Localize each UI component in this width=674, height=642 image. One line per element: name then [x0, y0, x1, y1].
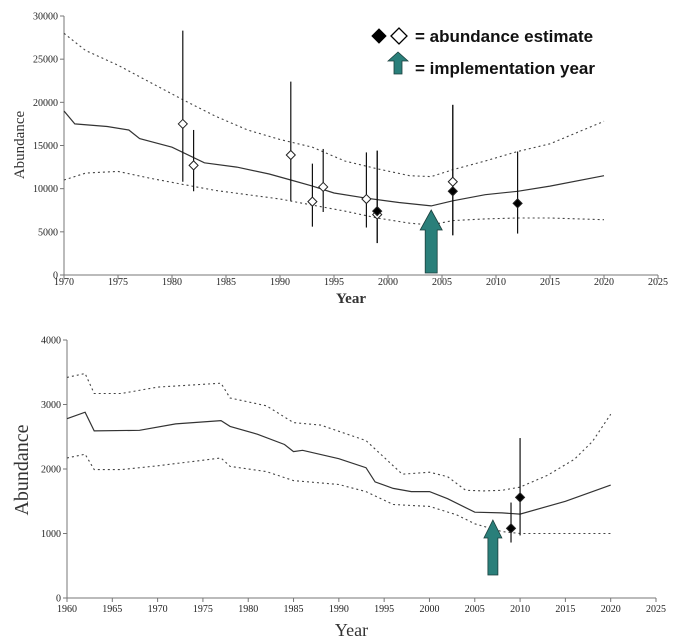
x-tick-label: 1970 [54, 277, 74, 288]
x-tick-label: 1975 [108, 277, 128, 288]
y-tick-label: 4000 [41, 336, 61, 347]
x-tick-label: 1970 [148, 604, 168, 615]
x-tick-label: 1985 [216, 277, 236, 288]
abundance-estimate-open [447, 176, 459, 187]
abundance-estimate-open [285, 149, 297, 161]
x-tick-label: 1960 [57, 604, 77, 615]
x-tick-label: 1980 [238, 604, 258, 615]
open-diamond-icon [390, 27, 408, 45]
y-tick-label: 0 [56, 594, 61, 605]
upper-bound-line [63, 32, 605, 178]
y-axis-label: Abundance [11, 424, 33, 515]
x-tick-label: 2025 [646, 604, 666, 615]
chart-1: 1970 1975 1980 1985 1990 1995 2000 2005 2010 2015… [12, 12, 668, 308]
x-tick-label: 1975 [193, 604, 213, 615]
abundance-estimate-open [188, 160, 199, 171]
x-tick-label: 2010 [486, 277, 506, 288]
x-tick-label: 1985 [284, 604, 304, 615]
x-tick-label: 2000 [378, 277, 398, 288]
abundance-estimate-filled [371, 205, 383, 217]
lower-bound-line [63, 170, 605, 226]
x-tick-label: 1990 [270, 277, 290, 288]
median-line [63, 110, 605, 207]
y-tick-label: 10000 [33, 184, 58, 195]
abundance-estimate-filled [514, 492, 526, 503]
abundance-estimate-open [361, 193, 372, 205]
x-tick-label: 2005 [432, 277, 452, 288]
y-tick-label: 5000 [38, 227, 58, 238]
implementation-arrow [419, 209, 443, 274]
abundance-estimate-filled [512, 198, 523, 209]
x-tick-label: 2000 [419, 604, 439, 615]
abundance-estimate-open [317, 181, 329, 193]
y-tick-label: 3000 [41, 400, 61, 411]
y-tick-label: 1000 [41, 529, 61, 540]
y-axis-label: Abundance [12, 111, 28, 180]
x-tick-label: 2020 [601, 604, 621, 615]
y-tick-label: 30000 [33, 12, 58, 23]
x-tick-label: 2020 [594, 277, 614, 288]
legend-implementation-label: = implementation year [415, 59, 595, 78]
abundance-estimate-filled [505, 523, 517, 534]
upper-bound-line [66, 372, 612, 492]
abundance-estimate-filled [447, 186, 459, 197]
y-tick-label: 2000 [41, 465, 61, 476]
chart-2: 1960 1965 1970 1975 1980 1985 1990 1995 2000 2005… [11, 336, 666, 641]
implementation-arrow [483, 519, 503, 576]
x-tick-label: 2015 [540, 277, 560, 288]
legend-abundance-label: = abundance estimate [415, 27, 593, 46]
legend: = abundance estimate = implementation ye… [371, 27, 595, 78]
x-tick-label: 2015 [555, 604, 575, 615]
y-tick-label: 0 [53, 271, 58, 282]
filled-diamond-icon [371, 28, 387, 44]
x-tick-label: 1995 [374, 604, 394, 615]
x-tick-label: 1995 [324, 277, 344, 288]
x-tick-label: 1990 [329, 604, 349, 615]
abundance-estimate-open [307, 196, 318, 207]
x-axis-label: Year [336, 291, 366, 307]
y-tick-label: 15000 [33, 141, 58, 152]
implementation-arrow-icon [386, 51, 410, 75]
x-tick-label: 2010 [510, 604, 530, 615]
abundance-estimate-open [177, 118, 189, 130]
x-tick-label: 1980 [162, 277, 182, 288]
lower-bound-line [66, 453, 611, 535]
x-axis-label: Year [335, 620, 368, 640]
y-tick-label: 20000 [33, 98, 58, 109]
x-tick-label: 1965 [102, 604, 122, 615]
median-line [66, 411, 611, 515]
y-tick-label: 25000 [33, 55, 58, 66]
x-tick-label: 2025 [648, 277, 668, 288]
x-tick-label: 2005 [465, 604, 485, 615]
